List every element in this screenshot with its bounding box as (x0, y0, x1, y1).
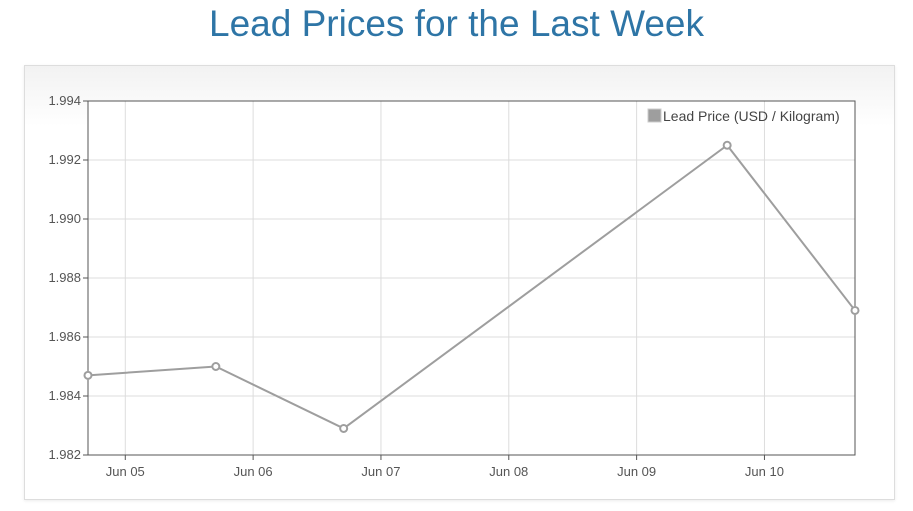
legend: Lead Price (USD / Kilogram) (647, 108, 840, 124)
y-tick-label: 1.988 (48, 270, 81, 285)
x-tick-label: Jun 10 (745, 464, 784, 479)
data-point[interactable] (83, 370, 93, 380)
x-tick-label: Jun 08 (489, 464, 528, 479)
y-tick-label: 1.982 (48, 447, 81, 462)
data-point[interactable] (722, 140, 732, 150)
data-point[interactable] (850, 305, 860, 315)
plot-border (87, 100, 856, 456)
y-tick-label: 1.994 (48, 93, 81, 108)
x-tick-label: Jun 07 (361, 464, 400, 479)
data-point[interactable] (211, 362, 221, 371)
legend-swatch (647, 108, 662, 123)
page-title: Lead Prices for the Last Week (209, 3, 704, 44)
legend-label: Lead Price (USD / Kilogram) (663, 108, 840, 124)
y-tick-label: 1.992 (48, 152, 81, 167)
x-tick-label: Jun 06 (234, 464, 273, 479)
series-layer (83, 140, 860, 433)
axis-layer: 1.982 1.984 1.986 1.988 1.990 1.992 1.994 Jun 0… (48, 93, 856, 479)
x-tick-label: Jun 05 (106, 464, 145, 479)
x-tick-label: Jun 09 (617, 464, 656, 479)
data-point[interactable] (339, 423, 349, 433)
y-tick-label: 1.990 (48, 211, 81, 226)
grid-layer (88, 100, 855, 456)
y-tick-label: 1.986 (48, 329, 81, 344)
y-tick-label: 1.984 (48, 388, 81, 403)
